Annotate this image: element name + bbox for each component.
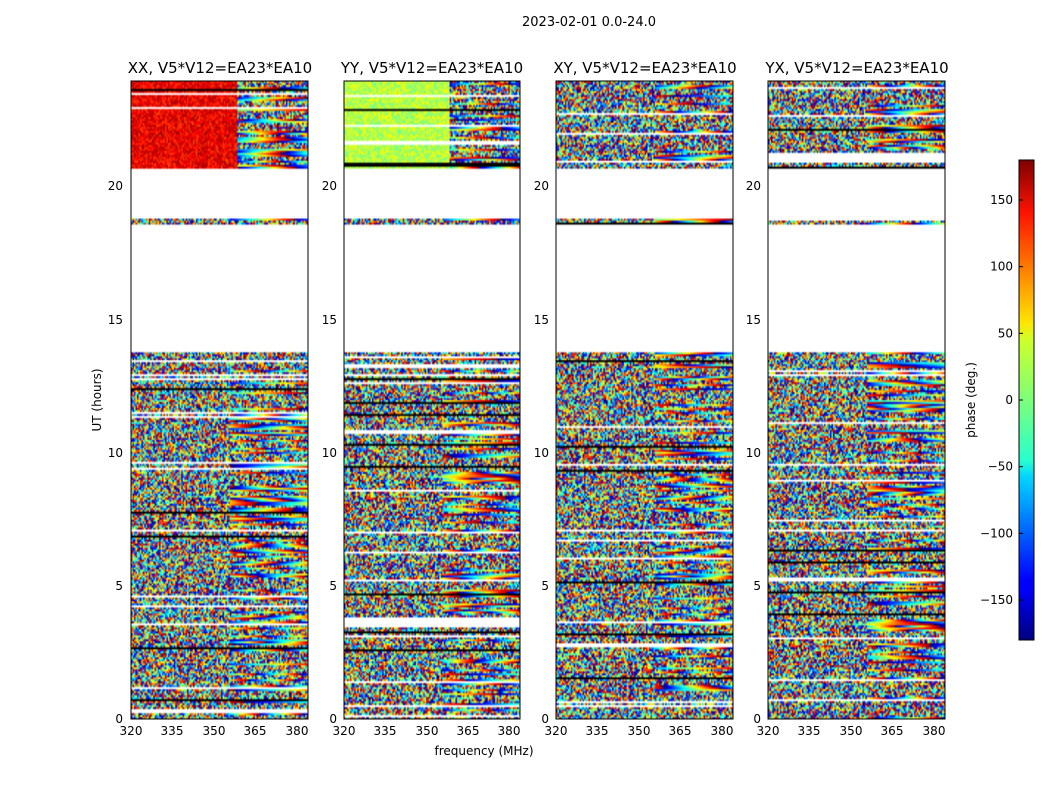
panel-xx-xtick-380: 380 — [286, 724, 309, 738]
panel-xx-ytick-15: 15 — [108, 313, 123, 327]
panel-xy-xtick-380: 380 — [711, 724, 734, 738]
panel-yx-xtick-380: 380 — [923, 724, 946, 738]
colorbar-tick-label: 150 — [990, 193, 1013, 207]
panel-xy-ytick-20: 20 — [534, 179, 549, 193]
panel-yx-xtick-350: 350 — [840, 724, 863, 738]
panel-yy-xtick-320: 320 — [333, 724, 356, 738]
panel-yy-ytick-5: 5 — [329, 579, 337, 593]
panel-yy-heatmap — [344, 81, 520, 719]
panel-yx-ytick-5: 5 — [753, 579, 761, 593]
panel-yy: YY, V5*V12=EA23*EA10 0 5 10 15 20 320 33… — [322, 59, 534, 758]
panel-yx-ytick-0: 0 — [753, 712, 761, 726]
panel-xx-ytick-0: 0 — [115, 712, 123, 726]
panel-xy-xtick-365: 365 — [669, 724, 692, 738]
panel-yx-xtick-335: 335 — [798, 724, 821, 738]
panel-xx-ytick-10: 10 — [108, 446, 123, 460]
panel-yx-ytick-10: 10 — [746, 446, 761, 460]
panel-xx-ytick-20: 20 — [108, 179, 123, 193]
panel-xx-xtick-350: 350 — [203, 724, 226, 738]
panel-yy-xtick-350: 350 — [416, 724, 439, 738]
panel-xy-frame — [555, 80, 734, 720]
panel-xx-heatmap — [131, 81, 308, 719]
panel-xy-ytick-5: 5 — [541, 579, 549, 593]
panel-xy-title: XY, V5*V12=EA23*EA10 — [553, 59, 736, 77]
panel-yx: YX, V5*V12=EA23*EA10 0 5 10 15 20 320 33… — [746, 59, 949, 738]
panel-xy-ytick-10: 10 — [534, 446, 549, 460]
colorbar-tick-label: 100 — [990, 260, 1013, 274]
panel-yy-ytick-0: 0 — [329, 712, 337, 726]
figure-suptitle: 2023-02-01 0.0-24.0 — [522, 15, 656, 30]
panel-yx-xtick-320: 320 — [757, 724, 780, 738]
panel-xx-ytick-5: 5 — [115, 579, 123, 593]
panel-xy-ytick-15: 15 — [534, 313, 549, 327]
panel-xx-xtick-335: 335 — [161, 724, 184, 738]
panel-xy-xtick-350: 350 — [628, 724, 651, 738]
panel-yy-ytick-20: 20 — [322, 179, 337, 193]
panel-xx-xtick-320: 320 — [120, 724, 143, 738]
panel-yy-ytick-15: 15 — [322, 313, 337, 327]
colorbar: 150 100 50 0 −50 −100 −150 phase (deg.) — [964, 159, 1035, 641]
panel-yx-frame — [767, 80, 946, 720]
panel-xx-xtick-365: 365 — [244, 724, 267, 738]
panel-yx-ytick-15: 15 — [746, 313, 761, 327]
panel-yx-ytick-20: 20 — [746, 179, 761, 193]
panel-xy-heatmap — [556, 81, 733, 719]
colorbar-tick-label: 50 — [998, 326, 1013, 340]
panel-yy-xtick-365: 365 — [457, 724, 480, 738]
colorbar-tick-label: −100 — [980, 526, 1013, 540]
panel-yy-ytick-10: 10 — [322, 446, 337, 460]
colorbar-tick-label: −50 — [988, 460, 1013, 474]
colorbar-label: phase (deg.) — [964, 362, 978, 438]
panel-yy-xtick-335: 335 — [374, 724, 397, 738]
panel-yy-xtick-380: 380 — [498, 724, 521, 738]
colorbar-tick-label: 0 — [1005, 393, 1013, 407]
panel-xx: XX, V5*V12=EA23*EA10 0 5 10 15 20 320 33… — [90, 59, 312, 738]
panel-yx-title: YX, V5*V12=EA23*EA10 — [764, 59, 948, 77]
panel-xy-xtick-320: 320 — [545, 724, 568, 738]
panel-xx-title: XX, V5*V12=EA23*EA10 — [128, 59, 312, 77]
panel-yx-heatmap — [768, 81, 945, 719]
panel-xy-xtick-335: 335 — [586, 724, 609, 738]
y-axis-label: UT (hours) — [90, 368, 104, 431]
panel-yy-title: YY, V5*V12=EA23*EA10 — [340, 59, 523, 77]
panel-yx-xtick-365: 365 — [881, 724, 904, 738]
x-axis-label: frequency (MHz) — [434, 744, 533, 758]
colorbar-tick-label: −150 — [980, 593, 1013, 607]
panel-yy-frame — [343, 80, 521, 720]
panel-xy: XY, V5*V12=EA23*EA10 0 5 10 15 20 320 33… — [534, 59, 737, 738]
panel-xy-ytick-0: 0 — [541, 712, 549, 726]
panel-xx-frame — [130, 80, 309, 720]
